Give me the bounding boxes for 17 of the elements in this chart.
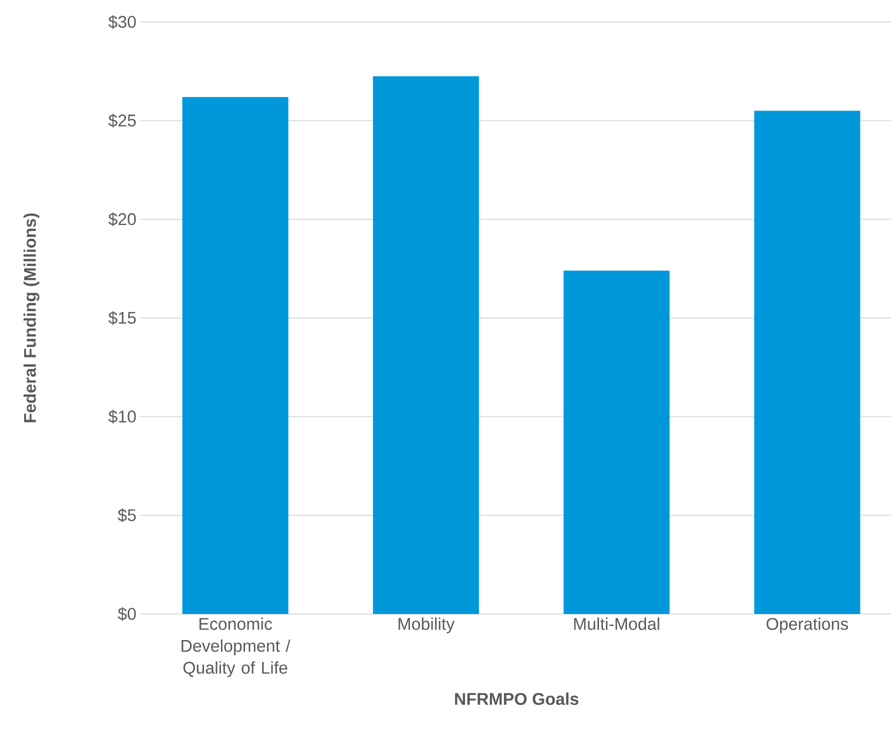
y-axis-title: Federal Funding (Millions) xyxy=(24,213,40,422)
x-tick-label: Operations xyxy=(766,618,848,634)
x-tick-label: Economic Development / Quality of Life xyxy=(182,618,290,678)
x-tick-label: Multi-Modal xyxy=(574,618,660,630)
y-tick-label: $10 xyxy=(108,410,136,424)
y-tick-label: $20 xyxy=(108,212,136,226)
y-tick-label: $15 xyxy=(108,311,136,325)
bar xyxy=(372,76,479,614)
x-tick-label: Mobility xyxy=(398,618,455,634)
bar xyxy=(564,270,670,614)
y-tick-label: $0 xyxy=(118,607,136,621)
y-tick-label: $30 xyxy=(108,15,136,29)
y-tick-label: $25 xyxy=(108,114,136,128)
x-axis-title: NFRMPO Goals xyxy=(455,692,578,705)
y-tick-label: $5 xyxy=(118,508,136,522)
bar xyxy=(182,96,288,614)
bar xyxy=(754,110,860,614)
